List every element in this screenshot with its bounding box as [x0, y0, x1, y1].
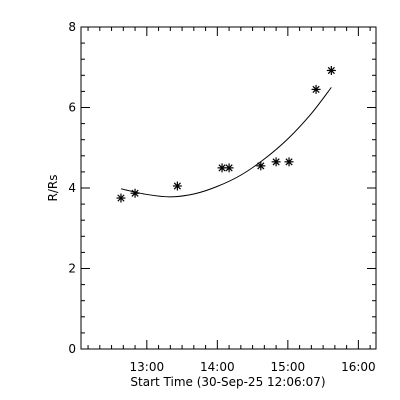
- x-tick-label: 16:00: [341, 360, 376, 374]
- plot-frame: [80, 26, 377, 350]
- y-axis-label: R/Rs: [46, 175, 60, 202]
- data-point: [284, 157, 294, 167]
- data-point: [256, 161, 266, 171]
- data-point: [326, 65, 336, 75]
- tick-labels: 13:00 14:00 15:00 16:00 0 2 4 6 8: [68, 20, 375, 374]
- data-points: [116, 65, 336, 203]
- x-tick-label: 13:00: [130, 360, 165, 374]
- data-point: [311, 84, 321, 94]
- data-point: [116, 193, 126, 203]
- data-point: [224, 163, 234, 173]
- data-point: [172, 181, 182, 191]
- axis-ticks: [81, 26, 376, 350]
- x-tick-label: 14:00: [200, 360, 235, 374]
- fit-curve: [120, 87, 332, 198]
- data-point: [130, 188, 140, 198]
- y-tick-label: 4: [68, 181, 76, 195]
- y-tick-label: 0: [68, 342, 76, 356]
- x-axis-label: Start Time (30-Sep-25 12:06:07): [130, 375, 325, 389]
- x-tick-label: 15:00: [271, 360, 306, 374]
- y-tick-label: 6: [68, 101, 76, 115]
- y-tick-label: 2: [68, 262, 76, 276]
- data-point: [271, 157, 281, 167]
- y-tick-label: 8: [68, 20, 76, 34]
